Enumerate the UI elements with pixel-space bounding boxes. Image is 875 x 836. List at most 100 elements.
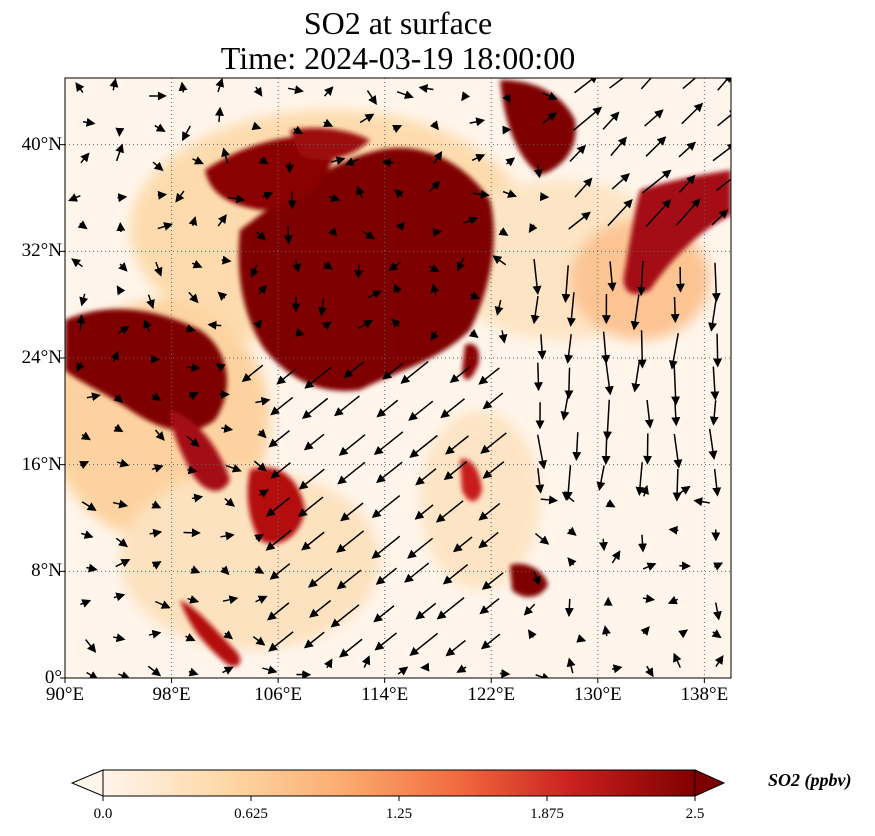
wind-vector — [671, 365, 681, 406]
wind-vector — [328, 193, 341, 202]
wind-vector — [396, 90, 414, 99]
wind-vector — [393, 188, 404, 199]
wind-vector — [640, 78, 653, 90]
wind-vector — [297, 496, 324, 518]
wind-vector — [373, 431, 404, 456]
wind-vector — [77, 220, 88, 230]
wind-vector — [323, 658, 333, 669]
wind-vector — [371, 495, 401, 519]
wind-vector — [151, 500, 162, 509]
wind-vector — [611, 664, 623, 674]
wind-vector — [667, 595, 679, 605]
wind-vector — [85, 639, 97, 653]
wind-vector — [223, 630, 234, 640]
wind-vector — [715, 178, 731, 192]
wind-vectors — [68, 78, 731, 678]
wind-vector — [188, 291, 199, 304]
wind-vector — [494, 299, 504, 316]
wind-vector — [429, 120, 439, 131]
wind-vector — [373, 605, 395, 623]
wind-vector — [479, 597, 500, 615]
wind-vector — [222, 595, 239, 605]
wind-vector — [537, 334, 547, 360]
wind-vector — [636, 260, 646, 297]
wind-vector — [445, 435, 469, 455]
wind-vector — [115, 537, 128, 548]
wind-vector — [68, 193, 81, 202]
wind-vector — [478, 531, 499, 549]
wind-vector — [251, 121, 262, 131]
wind-vector — [191, 493, 204, 503]
wind-vector — [153, 261, 163, 277]
wind-vector — [611, 550, 621, 564]
wind-vector — [481, 572, 504, 590]
wind-vector — [219, 565, 230, 576]
wind-vector — [270, 462, 291, 479]
wind-vector — [220, 531, 235, 541]
wind-vector — [482, 461, 505, 479]
wind-vector — [502, 93, 511, 104]
wind-vector — [388, 261, 402, 271]
wind-vector — [253, 460, 268, 472]
wind-vector — [221, 424, 234, 433]
wind-vector — [711, 629, 722, 639]
wind-vector — [640, 626, 650, 636]
map-frame — [64, 77, 732, 679]
wind-vector — [224, 497, 235, 507]
wind-vector — [292, 258, 302, 273]
wind-vector — [678, 174, 696, 193]
wind-vector — [609, 78, 625, 89]
wind-vector — [635, 462, 645, 496]
wind-vector — [75, 82, 85, 94]
wind-vector — [330, 604, 360, 628]
wind-vector — [217, 214, 227, 227]
wind-vector — [149, 528, 163, 538]
wind-vector — [535, 468, 545, 494]
wind-vector — [323, 118, 334, 127]
colorbar-extend-high — [694, 769, 726, 797]
wind-vector — [681, 102, 704, 125]
wind-vector — [116, 221, 126, 233]
wind-vector — [404, 562, 430, 583]
wind-vector — [151, 561, 162, 570]
wind-vector — [293, 125, 304, 135]
wind-vector — [610, 136, 628, 157]
wind-vector — [482, 392, 504, 410]
wind-vector — [670, 297, 680, 324]
wind-vector — [117, 325, 130, 335]
wind-vector — [371, 535, 401, 559]
wind-vector — [533, 164, 543, 179]
wind-vector — [270, 396, 294, 416]
wind-vector — [186, 435, 200, 448]
wind-vector — [478, 502, 501, 521]
wind-vector — [709, 400, 719, 426]
so2-field — [65, 78, 731, 678]
wind-vector — [418, 84, 434, 94]
wind-vector — [708, 294, 718, 332]
wind-vector — [498, 330, 508, 344]
wind-vector — [367, 290, 383, 299]
wind-vector — [262, 191, 274, 201]
colorbar-tick-label: 2.5 — [685, 806, 705, 822]
wind-vector — [146, 294, 155, 309]
lon-tick-label: 98°E — [152, 684, 191, 705]
wind-vector — [323, 260, 334, 270]
wind-vector — [499, 669, 511, 678]
wind-vector — [354, 264, 364, 280]
wind-vector — [642, 594, 656, 604]
wind-vector — [318, 298, 327, 317]
wind-vector — [564, 334, 574, 364]
tick-marks — [60, 144, 705, 683]
wind-vector — [393, 283, 402, 294]
wind-vector — [452, 536, 473, 553]
lat-tick-label: 24°N — [21, 347, 62, 368]
wind-vector — [265, 529, 292, 551]
wind-vector — [637, 330, 647, 369]
wind-vector — [303, 433, 325, 451]
wind-vector — [115, 127, 125, 137]
wind-vector — [115, 559, 131, 568]
wind-vector — [712, 562, 724, 571]
wind-vector — [154, 429, 165, 441]
wind-vector — [343, 361, 365, 378]
